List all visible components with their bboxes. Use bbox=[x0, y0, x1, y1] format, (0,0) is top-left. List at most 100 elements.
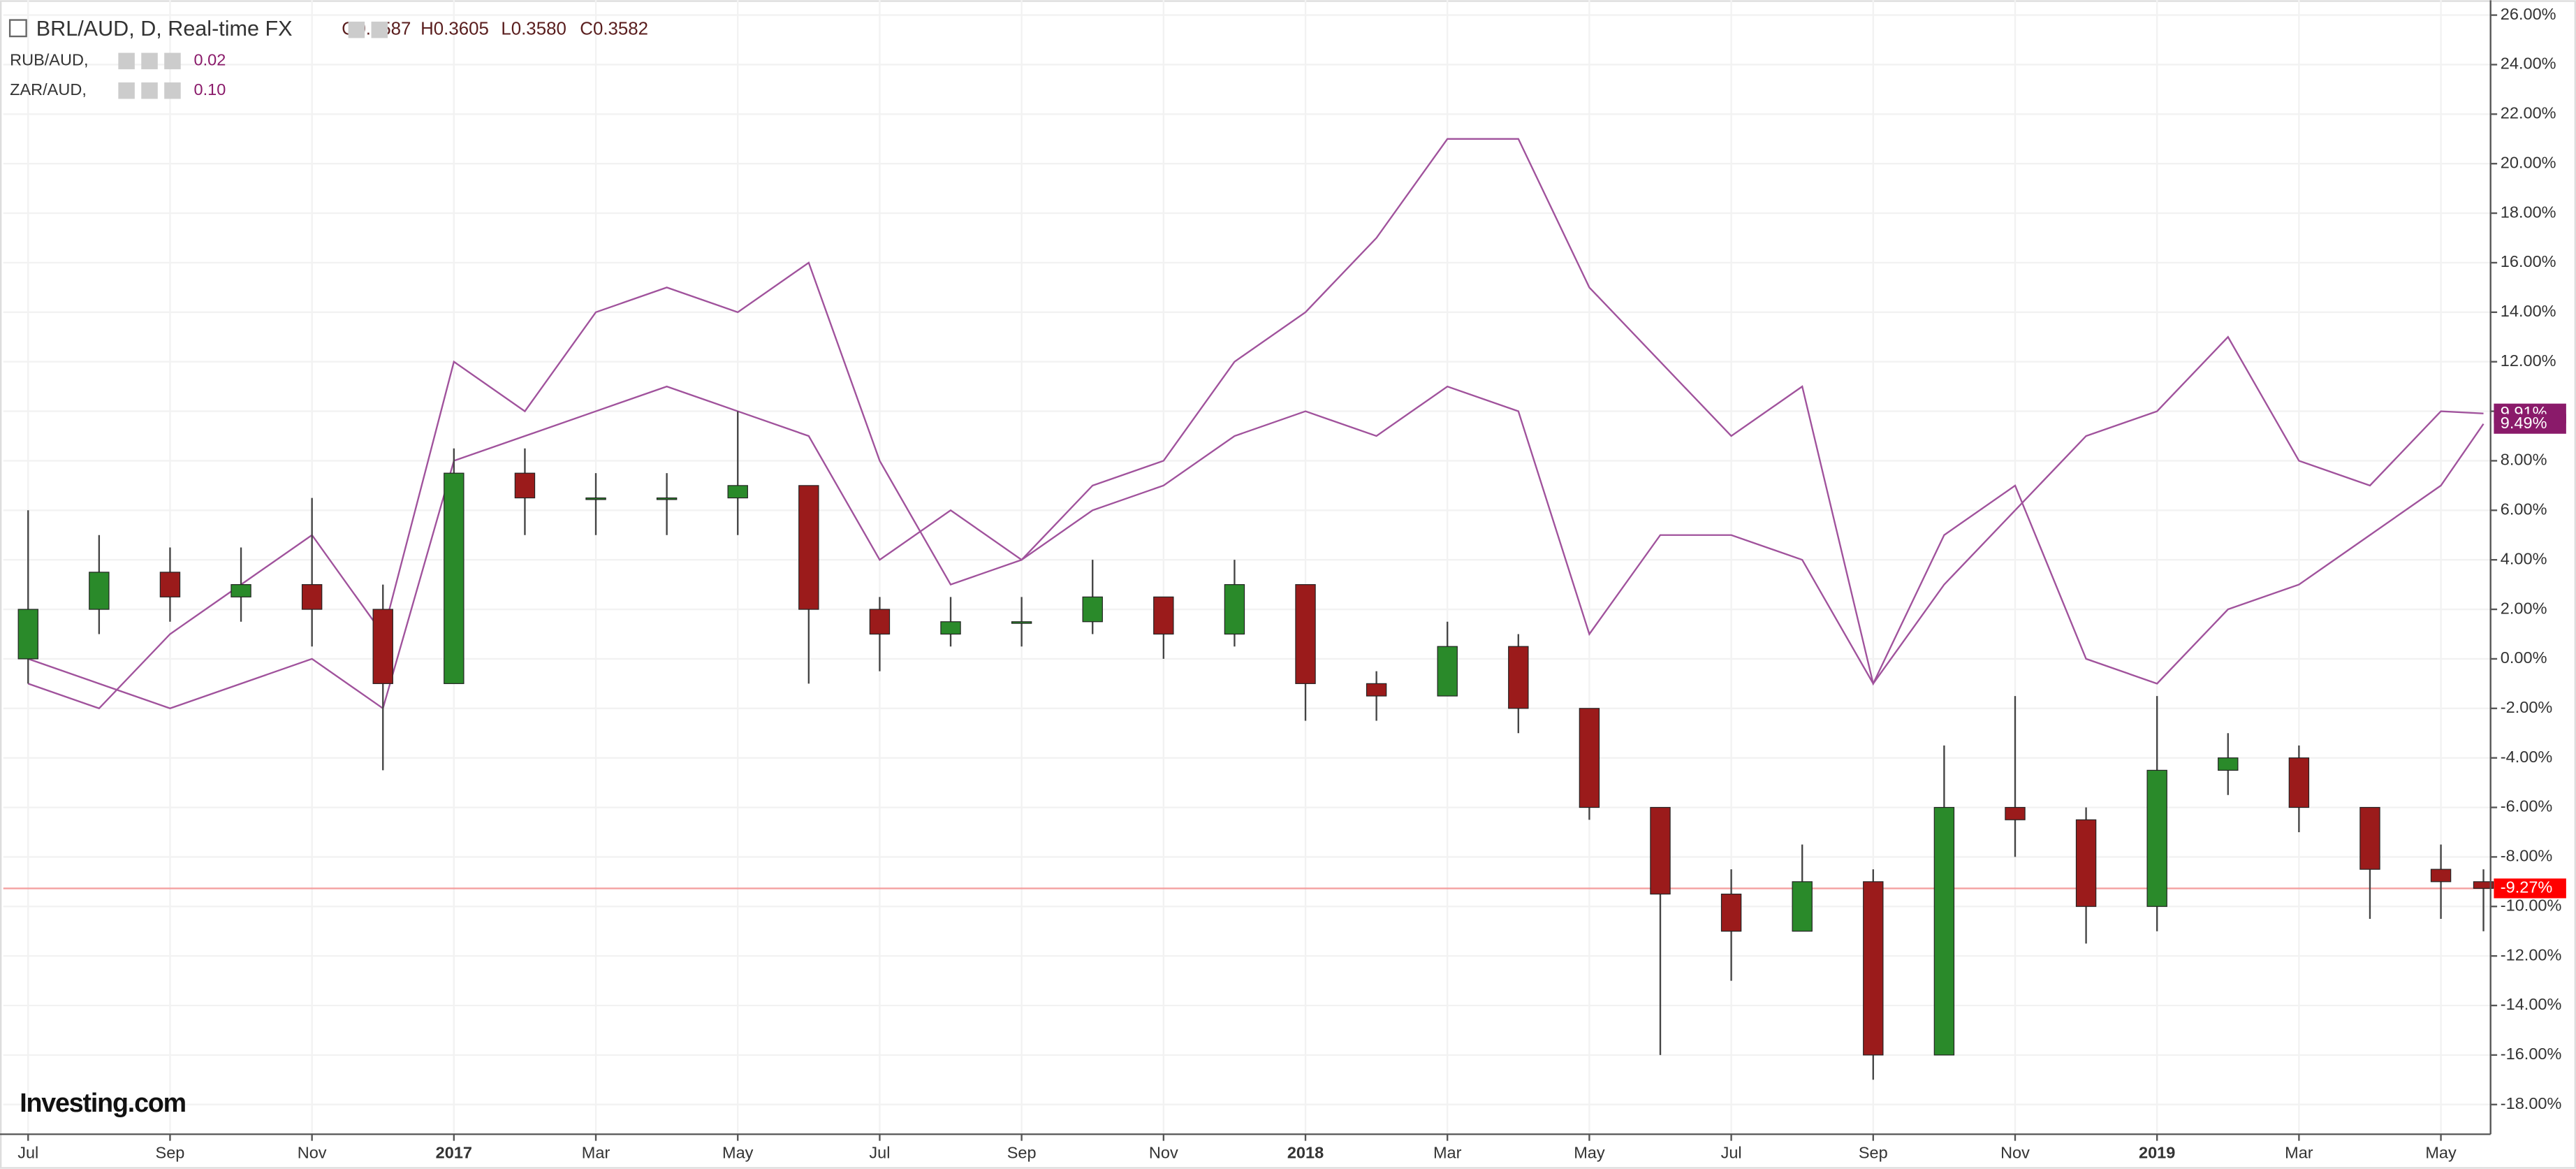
x-tick-label: Mar bbox=[582, 1144, 610, 1162]
y-tick-label: 24.00% bbox=[2501, 55, 2556, 73]
ohlc-low: L0.3580 bbox=[501, 20, 566, 39]
last-value-label: 9.49% bbox=[2501, 414, 2547, 432]
candle-body bbox=[869, 609, 891, 635]
ohlc-close: C0.3582 bbox=[580, 20, 648, 39]
y-tick-label: 0.00% bbox=[2501, 648, 2547, 667]
x-tick-label: Sep bbox=[1859, 1144, 1888, 1162]
x-tick-label: 2017 bbox=[436, 1144, 472, 1162]
last-value-label: -9.27% bbox=[2501, 878, 2553, 896]
candle-body bbox=[1011, 621, 1032, 624]
candle-body bbox=[1437, 646, 1458, 697]
x-tick-label: Mar bbox=[1433, 1144, 1462, 1162]
y-tick-label: 22.00% bbox=[2501, 104, 2556, 122]
chart-title: BRL/AUD, D, Real-time FX bbox=[36, 17, 293, 41]
candle-body bbox=[798, 485, 819, 610]
legend-value: 0.02 bbox=[194, 51, 226, 69]
candle-body bbox=[1224, 584, 1245, 635]
button[interactable] bbox=[118, 82, 135, 99]
candle-body bbox=[2288, 757, 2310, 808]
candle-body bbox=[1792, 881, 1813, 932]
y-tick-label: -6.00% bbox=[2501, 797, 2553, 815]
candle-body bbox=[514, 472, 536, 499]
x-tick-label: May bbox=[1574, 1144, 1605, 1162]
grid bbox=[3, 0, 2491, 1135]
candle-body bbox=[2473, 881, 2494, 889]
y-tick-label: -16.00% bbox=[2501, 1045, 2562, 1063]
series-line bbox=[27, 385, 2484, 710]
button[interactable] bbox=[118, 52, 135, 70]
candle-body bbox=[1366, 683, 1387, 697]
y-tick-label: 18.00% bbox=[2501, 203, 2556, 221]
candle-body bbox=[301, 584, 323, 610]
candle-body bbox=[372, 609, 393, 684]
candle-body bbox=[230, 584, 251, 597]
legend-name: RUB/AUD, bbox=[10, 51, 88, 69]
legend-buttons bbox=[118, 21, 388, 99]
brand: Investing.com bbox=[20, 1088, 186, 1117]
x-tick-label: 2018 bbox=[1287, 1144, 1324, 1162]
candle-body bbox=[585, 497, 606, 500]
x-tick-label: May bbox=[722, 1144, 754, 1162]
candle-body bbox=[2359, 806, 2380, 870]
button[interactable] bbox=[348, 21, 365, 38]
candle-body bbox=[2005, 806, 2026, 820]
collapse-button[interactable] bbox=[8, 19, 27, 38]
marks bbox=[3, 138, 2494, 1080]
x-tick-label: Sep bbox=[156, 1144, 185, 1162]
legend-name: ZAR/AUD, bbox=[10, 80, 87, 99]
candle-body bbox=[1933, 806, 1955, 1056]
button[interactable] bbox=[164, 82, 181, 99]
last-value-tag bbox=[2494, 414, 2566, 434]
y-tick-label: 6.00% bbox=[2501, 500, 2547, 518]
y-tick-label: 14.00% bbox=[2501, 302, 2556, 320]
y-tick-label: 26.00% bbox=[2501, 5, 2556, 23]
candle-body bbox=[17, 609, 38, 660]
candle-body bbox=[1082, 596, 1103, 623]
candle-body bbox=[940, 621, 961, 635]
candle-body bbox=[1579, 708, 1600, 808]
x-tick-label: Jul bbox=[1721, 1144, 1742, 1162]
candle-body bbox=[2218, 757, 2239, 771]
axes: 26.00% 24.00% 22.00% 20.00% 18.00% 16.00% 14.0… bbox=[17, 5, 2566, 1162]
candle-body bbox=[727, 485, 748, 499]
candle-body bbox=[2430, 869, 2452, 883]
y-tick-label: 2.00% bbox=[2501, 599, 2547, 617]
y-tick-label: -10.00% bbox=[2501, 896, 2562, 914]
y-tick-label: -4.00% bbox=[2501, 748, 2553, 766]
y-tick-label: -2.00% bbox=[2501, 698, 2553, 716]
series-line bbox=[27, 138, 2484, 710]
candle-body bbox=[1650, 806, 1671, 895]
x-tick-label: Sep bbox=[1007, 1144, 1037, 1162]
x-tick-label: Mar bbox=[2285, 1144, 2313, 1162]
candle-body bbox=[89, 572, 110, 610]
candle-body bbox=[1863, 881, 1884, 1056]
y-tick-label: -18.00% bbox=[2501, 1094, 2562, 1112]
candle-body bbox=[1295, 584, 1316, 684]
y-tick-label: 20.00% bbox=[2501, 153, 2556, 171]
x-tick-label: Nov bbox=[298, 1144, 327, 1162]
candle-body bbox=[1508, 646, 1529, 709]
candle-body bbox=[656, 497, 678, 500]
y-tick-label: 12.00% bbox=[2501, 351, 2556, 370]
y-tick-label: -14.00% bbox=[2501, 995, 2562, 1013]
candle-body bbox=[2146, 769, 2167, 907]
candle-body bbox=[1720, 893, 1742, 932]
x-tick-label: Nov bbox=[2000, 1144, 2030, 1162]
x-tick-label: May bbox=[2425, 1144, 2457, 1162]
button[interactable] bbox=[141, 82, 158, 99]
candle-body bbox=[159, 572, 181, 597]
y-tick-label: 16.00% bbox=[2501, 252, 2556, 270]
y-tick-label: 4.00% bbox=[2501, 549, 2547, 567]
button[interactable] bbox=[164, 52, 181, 70]
y-tick-label: 8.00% bbox=[2501, 451, 2547, 469]
ohlc-high: H0.3605 bbox=[420, 20, 489, 39]
button[interactable] bbox=[371, 21, 388, 38]
x-tick-label: Jul bbox=[17, 1144, 38, 1162]
button[interactable] bbox=[141, 52, 158, 70]
candle-body bbox=[2075, 819, 2097, 907]
y-tick-label: -8.00% bbox=[2501, 847, 2553, 865]
candle-body bbox=[1153, 596, 1174, 635]
